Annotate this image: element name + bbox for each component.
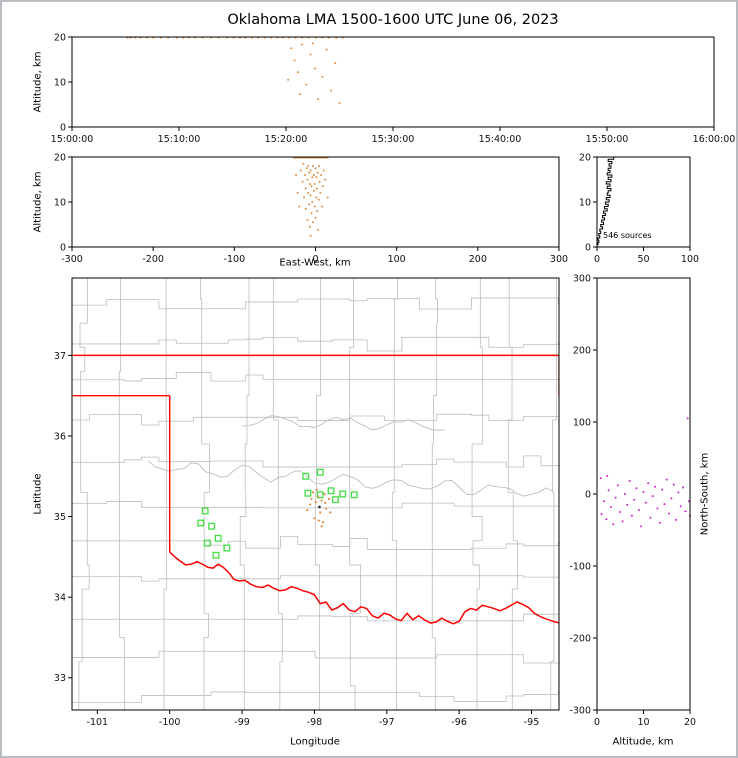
svg-text:15:50:00: 15:50:00 — [586, 134, 629, 145]
svg-text:100: 100 — [681, 254, 699, 265]
map-panel — [72, 278, 559, 710]
svg-text:-300: -300 — [569, 705, 591, 716]
map-ylabel: Latitude — [32, 473, 44, 515]
svg-text:15:00:00: 15:00:00 — [51, 134, 94, 145]
svg-text:-95: -95 — [524, 717, 540, 728]
ns-altitude-axes: 0 10 20 -300 -200 -100 0 100 200 300 — [569, 273, 696, 728]
svg-text:0: 0 — [60, 242, 66, 253]
ns-panel-ylabel: North-South, km — [699, 452, 711, 536]
svg-text:100: 100 — [388, 254, 406, 265]
svg-text:0: 0 — [594, 717, 600, 728]
map-xlabel: Longitude — [290, 736, 340, 748]
svg-text:10: 10 — [579, 197, 591, 208]
time-height-axes: 15:00:00 15:10:00 15:20:00 15:30:00 15:40:00… — [51, 32, 736, 145]
svg-text:34: 34 — [54, 593, 66, 604]
svg-text:200: 200 — [469, 254, 487, 265]
svg-text:15:40:00: 15:40:00 — [479, 134, 522, 145]
svg-text:0: 0 — [60, 122, 66, 133]
svg-text:-97: -97 — [379, 717, 395, 728]
ew-panel-xlabel: East-West, km — [279, 257, 351, 269]
ew-panel-ylabel: Altitude, km — [32, 171, 44, 233]
svg-text:200: 200 — [573, 345, 591, 356]
svg-text:-200: -200 — [142, 254, 164, 265]
state-border — [72, 354, 559, 625]
altitude-histogram-panel — [596, 157, 615, 247]
map-sources — [306, 488, 332, 528]
svg-text:15:20:00: 15:20:00 — [265, 134, 308, 145]
svg-text:300: 300 — [573, 273, 591, 284]
ew-height-panel — [292, 156, 329, 237]
figure-title: Oklahoma LMA 1500-1600 UTC June 06, 2023 — [227, 12, 559, 28]
svg-text:-300: -300 — [61, 254, 83, 265]
ns-altitude-panel — [599, 417, 691, 528]
svg-text:33: 33 — [54, 673, 66, 684]
svg-text:-200: -200 — [569, 633, 591, 644]
svg-text:10: 10 — [54, 197, 66, 208]
svg-text:-100: -100 — [159, 717, 181, 728]
map-axes: -101 -100 -99 -98 -97 -96 -95 33 34 35 36 37 — [54, 277, 560, 728]
svg-text:15:30:00: 15:30:00 — [372, 134, 415, 145]
svg-text:15:10:00: 15:10:00 — [158, 134, 201, 145]
time-panel-ylabel: Altitude, km — [32, 51, 44, 113]
rivers — [147, 415, 554, 497]
svg-text:0: 0 — [585, 489, 591, 500]
svg-text:100: 100 — [573, 417, 591, 428]
svg-text:-101: -101 — [87, 717, 109, 728]
svg-text:37: 37 — [54, 351, 66, 362]
county-borders — [72, 278, 559, 710]
svg-text:-96: -96 — [451, 717, 467, 728]
svg-text:50: 50 — [637, 254, 649, 265]
svg-text:-98: -98 — [307, 717, 323, 728]
source-count-label: 546 sources — [603, 231, 652, 240]
time-height-panel — [126, 36, 344, 105]
altitude-histogram-axes: 0 50 100 0 10 20 — [579, 152, 699, 265]
svg-text:20: 20 — [579, 152, 591, 163]
svg-text:20: 20 — [684, 717, 696, 728]
svg-text:36: 36 — [54, 431, 66, 442]
lma-stations — [197, 468, 358, 559]
ew-height-axes: -300 -200 -100 0 100 200 300 0 10 20 — [54, 152, 568, 265]
svg-text:-99: -99 — [234, 717, 250, 728]
svg-text:20: 20 — [54, 32, 66, 43]
svg-text:0: 0 — [312, 254, 318, 265]
svg-text:16:00:00: 16:00:00 — [693, 134, 736, 145]
svg-text:300: 300 — [550, 254, 568, 265]
svg-text:0: 0 — [585, 242, 591, 253]
ns-panel-xlabel: Altitude, km — [612, 736, 674, 748]
svg-text:0: 0 — [594, 254, 600, 265]
svg-text:-100: -100 — [569, 561, 591, 572]
svg-text:20: 20 — [54, 152, 66, 163]
svg-text:35: 35 — [54, 512, 66, 523]
svg-text:10: 10 — [637, 717, 649, 728]
svg-text:10: 10 — [54, 77, 66, 88]
svg-text:-100: -100 — [224, 254, 246, 265]
